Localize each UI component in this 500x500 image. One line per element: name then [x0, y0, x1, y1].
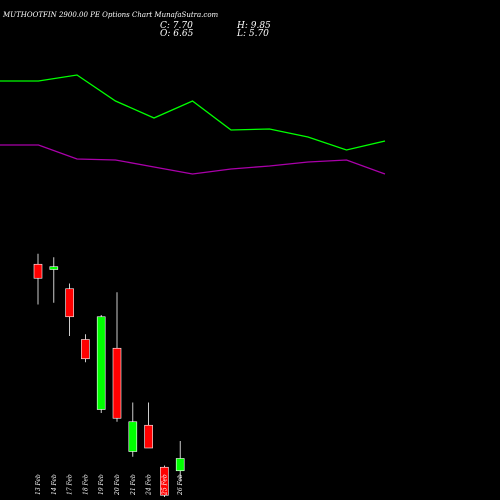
candle-up: [49, 266, 59, 270]
date-tick-label: 18 Feb: [82, 474, 89, 495]
date-tick-label: 14 Feb: [51, 474, 58, 495]
candle-down: [65, 288, 74, 318]
close-value: C: 7.70: [160, 21, 193, 31]
candle-down: [33, 263, 43, 279]
date-tick-label: 20 Feb: [114, 474, 121, 496]
chart-title: MUTHOOTFIN 2900.00 PE Options Chart Muna…: [2, 11, 219, 19]
candle-up: [96, 316, 106, 410]
date-tick-label: 13 Feb: [35, 474, 42, 495]
upper-overlay-line: [0, 74, 386, 151]
overlay-lines: [0, 74, 386, 175]
date-tick-label: 19 Feb: [98, 474, 105, 495]
date-tick-label: 26 Feb: [177, 474, 184, 496]
lower-overlay-line: [0, 144, 386, 175]
date-tick-label: 24 Feb: [146, 474, 153, 496]
date-tick-label: 17 Feb: [67, 474, 74, 495]
candle-down: [112, 347, 122, 419]
date-tick-label: 25 Feb: [161, 474, 168, 496]
high-value: H: 9.85: [236, 21, 271, 31]
open-value: O: 6.65: [160, 29, 194, 39]
date-axis: 13 Feb 14 Feb 17 Feb 18 Feb 19 Feb 20 Feb 21 F…: [35, 474, 184, 496]
candle-up: [128, 421, 138, 452]
date-tick-label: 21 Feb: [130, 474, 137, 496]
candle-down: [144, 424, 153, 449]
candle-down: [160, 466, 169, 496]
candle-up: [175, 458, 185, 472]
candlestick-series: [33, 253, 185, 497]
candle-down: [81, 339, 90, 360]
low-value: L: 5.70: [236, 29, 269, 39]
